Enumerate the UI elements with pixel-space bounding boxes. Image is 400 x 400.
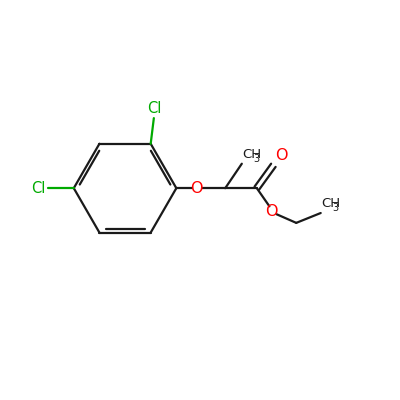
Text: 3: 3 <box>254 154 260 164</box>
Text: 3: 3 <box>332 204 339 214</box>
Text: O: O <box>190 181 203 196</box>
Text: O: O <box>266 204 278 218</box>
Text: O: O <box>275 148 288 162</box>
Text: CH: CH <box>242 148 262 161</box>
Text: Cl: Cl <box>31 181 46 196</box>
Text: Cl: Cl <box>147 101 161 116</box>
Text: CH: CH <box>322 197 341 210</box>
